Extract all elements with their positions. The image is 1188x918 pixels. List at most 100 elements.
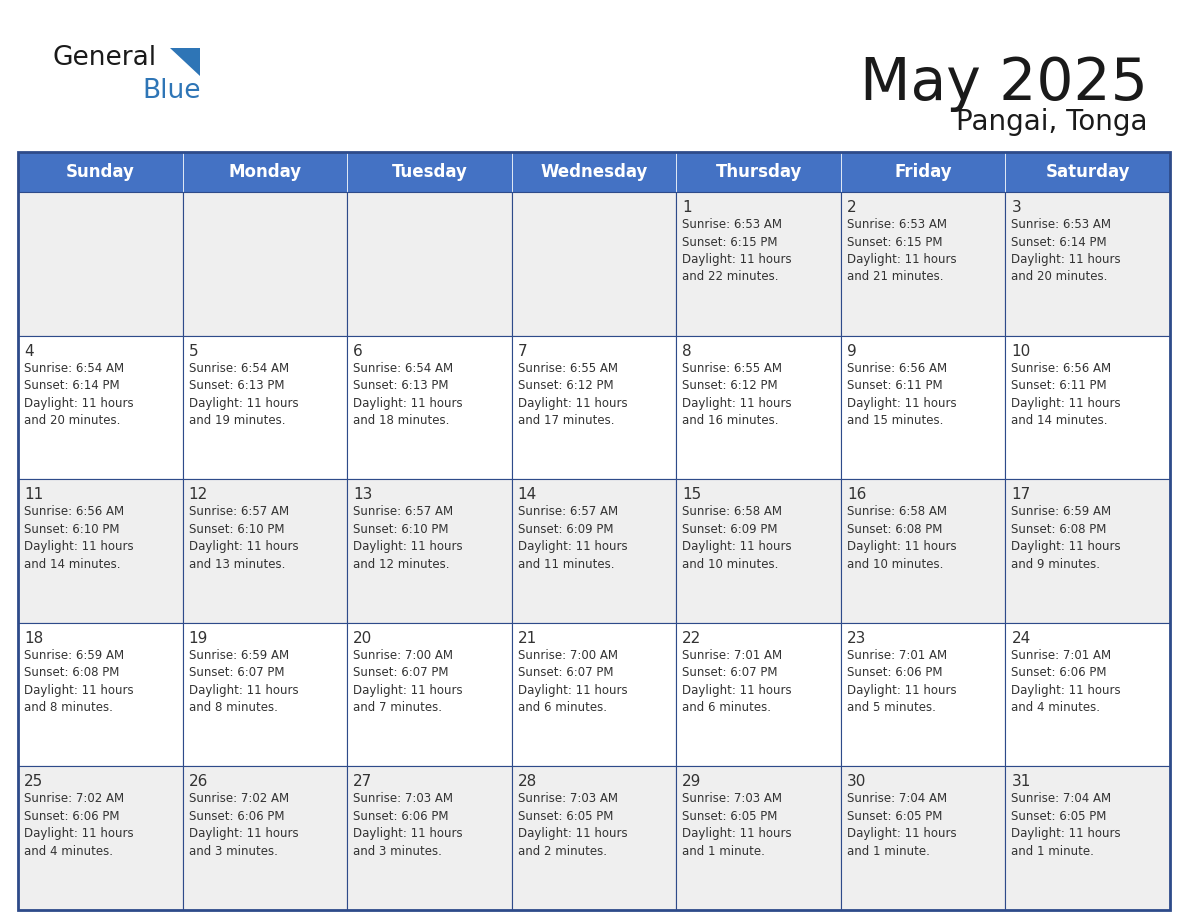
Bar [1005, 152, 1170, 192]
Text: 22: 22 [682, 631, 702, 645]
Text: Sunrise: 7:00 AM
Sunset: 6:07 PM
Daylight: 11 hours
and 7 minutes.: Sunrise: 7:00 AM Sunset: 6:07 PM Dayligh… [353, 649, 463, 714]
Text: Sunrise: 7:02 AM
Sunset: 6:06 PM
Daylight: 11 hours
and 4 minutes.: Sunrise: 7:02 AM Sunset: 6:06 PM Dayligh… [24, 792, 133, 858]
Bar [1005, 622, 1170, 767]
Text: Sunrise: 6:54 AM
Sunset: 6:13 PM
Daylight: 11 hours
and 19 minutes.: Sunrise: 6:54 AM Sunset: 6:13 PM Dayligh… [189, 362, 298, 427]
Bar [347, 767, 512, 910]
Bar [183, 622, 347, 767]
Bar [841, 622, 1005, 767]
Text: 30: 30 [847, 775, 866, 789]
Bar [347, 336, 512, 479]
Bar [1005, 767, 1170, 910]
Text: Sunrise: 6:56 AM
Sunset: 6:10 PM
Daylight: 11 hours
and 14 minutes.: Sunrise: 6:56 AM Sunset: 6:10 PM Dayligh… [24, 505, 133, 571]
Text: Sunday: Sunday [65, 163, 134, 181]
Text: Sunrise: 6:57 AM
Sunset: 6:09 PM
Daylight: 11 hours
and 11 minutes.: Sunrise: 6:57 AM Sunset: 6:09 PM Dayligh… [518, 505, 627, 571]
Bar [841, 479, 1005, 622]
Text: 29: 29 [682, 775, 702, 789]
Text: 14: 14 [518, 487, 537, 502]
Bar [183, 336, 347, 479]
Text: 26: 26 [189, 775, 208, 789]
Bar [676, 622, 841, 767]
Bar [18, 152, 1170, 910]
Text: Sunrise: 6:58 AM
Sunset: 6:09 PM
Daylight: 11 hours
and 10 minutes.: Sunrise: 6:58 AM Sunset: 6:09 PM Dayligh… [682, 505, 792, 571]
Text: Sunrise: 6:53 AM
Sunset: 6:14 PM
Daylight: 11 hours
and 20 minutes.: Sunrise: 6:53 AM Sunset: 6:14 PM Dayligh… [1011, 218, 1121, 284]
Text: Sunrise: 7:03 AM
Sunset: 6:05 PM
Daylight: 11 hours
and 1 minute.: Sunrise: 7:03 AM Sunset: 6:05 PM Dayligh… [682, 792, 792, 858]
Text: Saturday: Saturday [1045, 163, 1130, 181]
Text: Sunrise: 6:53 AM
Sunset: 6:15 PM
Daylight: 11 hours
and 21 minutes.: Sunrise: 6:53 AM Sunset: 6:15 PM Dayligh… [847, 218, 956, 284]
Bar [183, 479, 347, 622]
Text: Sunrise: 7:03 AM
Sunset: 6:06 PM
Daylight: 11 hours
and 3 minutes.: Sunrise: 7:03 AM Sunset: 6:06 PM Dayligh… [353, 792, 463, 858]
Text: 1: 1 [682, 200, 691, 215]
Text: Sunrise: 6:55 AM
Sunset: 6:12 PM
Daylight: 11 hours
and 17 minutes.: Sunrise: 6:55 AM Sunset: 6:12 PM Dayligh… [518, 362, 627, 427]
Bar [347, 192, 512, 336]
Text: 9: 9 [847, 343, 857, 359]
Bar [676, 479, 841, 622]
Bar [18, 767, 183, 910]
Text: Sunrise: 6:55 AM
Sunset: 6:12 PM
Daylight: 11 hours
and 16 minutes.: Sunrise: 6:55 AM Sunset: 6:12 PM Dayligh… [682, 362, 792, 427]
Text: Sunrise: 7:01 AM
Sunset: 6:07 PM
Daylight: 11 hours
and 6 minutes.: Sunrise: 7:01 AM Sunset: 6:07 PM Dayligh… [682, 649, 792, 714]
Text: 5: 5 [189, 343, 198, 359]
Text: Sunrise: 7:01 AM
Sunset: 6:06 PM
Daylight: 11 hours
and 5 minutes.: Sunrise: 7:01 AM Sunset: 6:06 PM Dayligh… [847, 649, 956, 714]
Text: 28: 28 [518, 775, 537, 789]
Bar [18, 336, 183, 479]
Text: 7: 7 [518, 343, 527, 359]
Bar [841, 767, 1005, 910]
Bar [1005, 479, 1170, 622]
Bar [841, 152, 1005, 192]
Bar [512, 767, 676, 910]
Text: 16: 16 [847, 487, 866, 502]
Text: Blue: Blue [143, 78, 201, 104]
Text: Sunrise: 7:02 AM
Sunset: 6:06 PM
Daylight: 11 hours
and 3 minutes.: Sunrise: 7:02 AM Sunset: 6:06 PM Dayligh… [189, 792, 298, 858]
Text: 25: 25 [24, 775, 43, 789]
Text: Sunrise: 7:03 AM
Sunset: 6:05 PM
Daylight: 11 hours
and 2 minutes.: Sunrise: 7:03 AM Sunset: 6:05 PM Dayligh… [518, 792, 627, 858]
Text: Sunrise: 6:57 AM
Sunset: 6:10 PM
Daylight: 11 hours
and 13 minutes.: Sunrise: 6:57 AM Sunset: 6:10 PM Dayligh… [189, 505, 298, 571]
Bar [183, 767, 347, 910]
Text: Sunrise: 7:04 AM
Sunset: 6:05 PM
Daylight: 11 hours
and 1 minute.: Sunrise: 7:04 AM Sunset: 6:05 PM Dayligh… [1011, 792, 1121, 858]
Bar [347, 622, 512, 767]
Text: Sunrise: 7:04 AM
Sunset: 6:05 PM
Daylight: 11 hours
and 1 minute.: Sunrise: 7:04 AM Sunset: 6:05 PM Dayligh… [847, 792, 956, 858]
Text: 21: 21 [518, 631, 537, 645]
Text: Sunrise: 6:59 AM
Sunset: 6:08 PM
Daylight: 11 hours
and 9 minutes.: Sunrise: 6:59 AM Sunset: 6:08 PM Dayligh… [1011, 505, 1121, 571]
Text: Sunrise: 6:53 AM
Sunset: 6:15 PM
Daylight: 11 hours
and 22 minutes.: Sunrise: 6:53 AM Sunset: 6:15 PM Dayligh… [682, 218, 792, 284]
Bar [676, 336, 841, 479]
Bar [183, 152, 347, 192]
Text: 11: 11 [24, 487, 43, 502]
Polygon shape [170, 48, 200, 76]
Text: Tuesday: Tuesday [392, 163, 467, 181]
Text: 20: 20 [353, 631, 372, 645]
Text: 19: 19 [189, 631, 208, 645]
Text: 27: 27 [353, 775, 372, 789]
Text: Friday: Friday [895, 163, 952, 181]
Text: Sunrise: 6:54 AM
Sunset: 6:13 PM
Daylight: 11 hours
and 18 minutes.: Sunrise: 6:54 AM Sunset: 6:13 PM Dayligh… [353, 362, 463, 427]
Bar [512, 479, 676, 622]
Bar [183, 192, 347, 336]
Text: Thursday: Thursday [715, 163, 802, 181]
Bar [512, 152, 676, 192]
Text: Wednesday: Wednesday [541, 163, 647, 181]
Text: Sunrise: 7:01 AM
Sunset: 6:06 PM
Daylight: 11 hours
and 4 minutes.: Sunrise: 7:01 AM Sunset: 6:06 PM Dayligh… [1011, 649, 1121, 714]
Bar [18, 152, 183, 192]
Text: Sunrise: 6:58 AM
Sunset: 6:08 PM
Daylight: 11 hours
and 10 minutes.: Sunrise: 6:58 AM Sunset: 6:08 PM Dayligh… [847, 505, 956, 571]
Text: May 2025: May 2025 [860, 55, 1148, 112]
Bar [512, 622, 676, 767]
Bar [512, 336, 676, 479]
Bar [1005, 192, 1170, 336]
Text: 8: 8 [682, 343, 691, 359]
Text: 10: 10 [1011, 343, 1031, 359]
Text: 3: 3 [1011, 200, 1022, 215]
Bar [347, 479, 512, 622]
Text: Sunrise: 6:56 AM
Sunset: 6:11 PM
Daylight: 11 hours
and 15 minutes.: Sunrise: 6:56 AM Sunset: 6:11 PM Dayligh… [847, 362, 956, 427]
Text: 15: 15 [682, 487, 702, 502]
Bar [347, 152, 512, 192]
Text: 6: 6 [353, 343, 362, 359]
Bar [841, 336, 1005, 479]
Text: 17: 17 [1011, 487, 1031, 502]
Text: 12: 12 [189, 487, 208, 502]
Bar [841, 192, 1005, 336]
Text: 24: 24 [1011, 631, 1031, 645]
Text: 23: 23 [847, 631, 866, 645]
Bar [18, 622, 183, 767]
Text: 4: 4 [24, 343, 33, 359]
Bar [512, 192, 676, 336]
Text: Monday: Monday [228, 163, 302, 181]
Bar [1005, 336, 1170, 479]
